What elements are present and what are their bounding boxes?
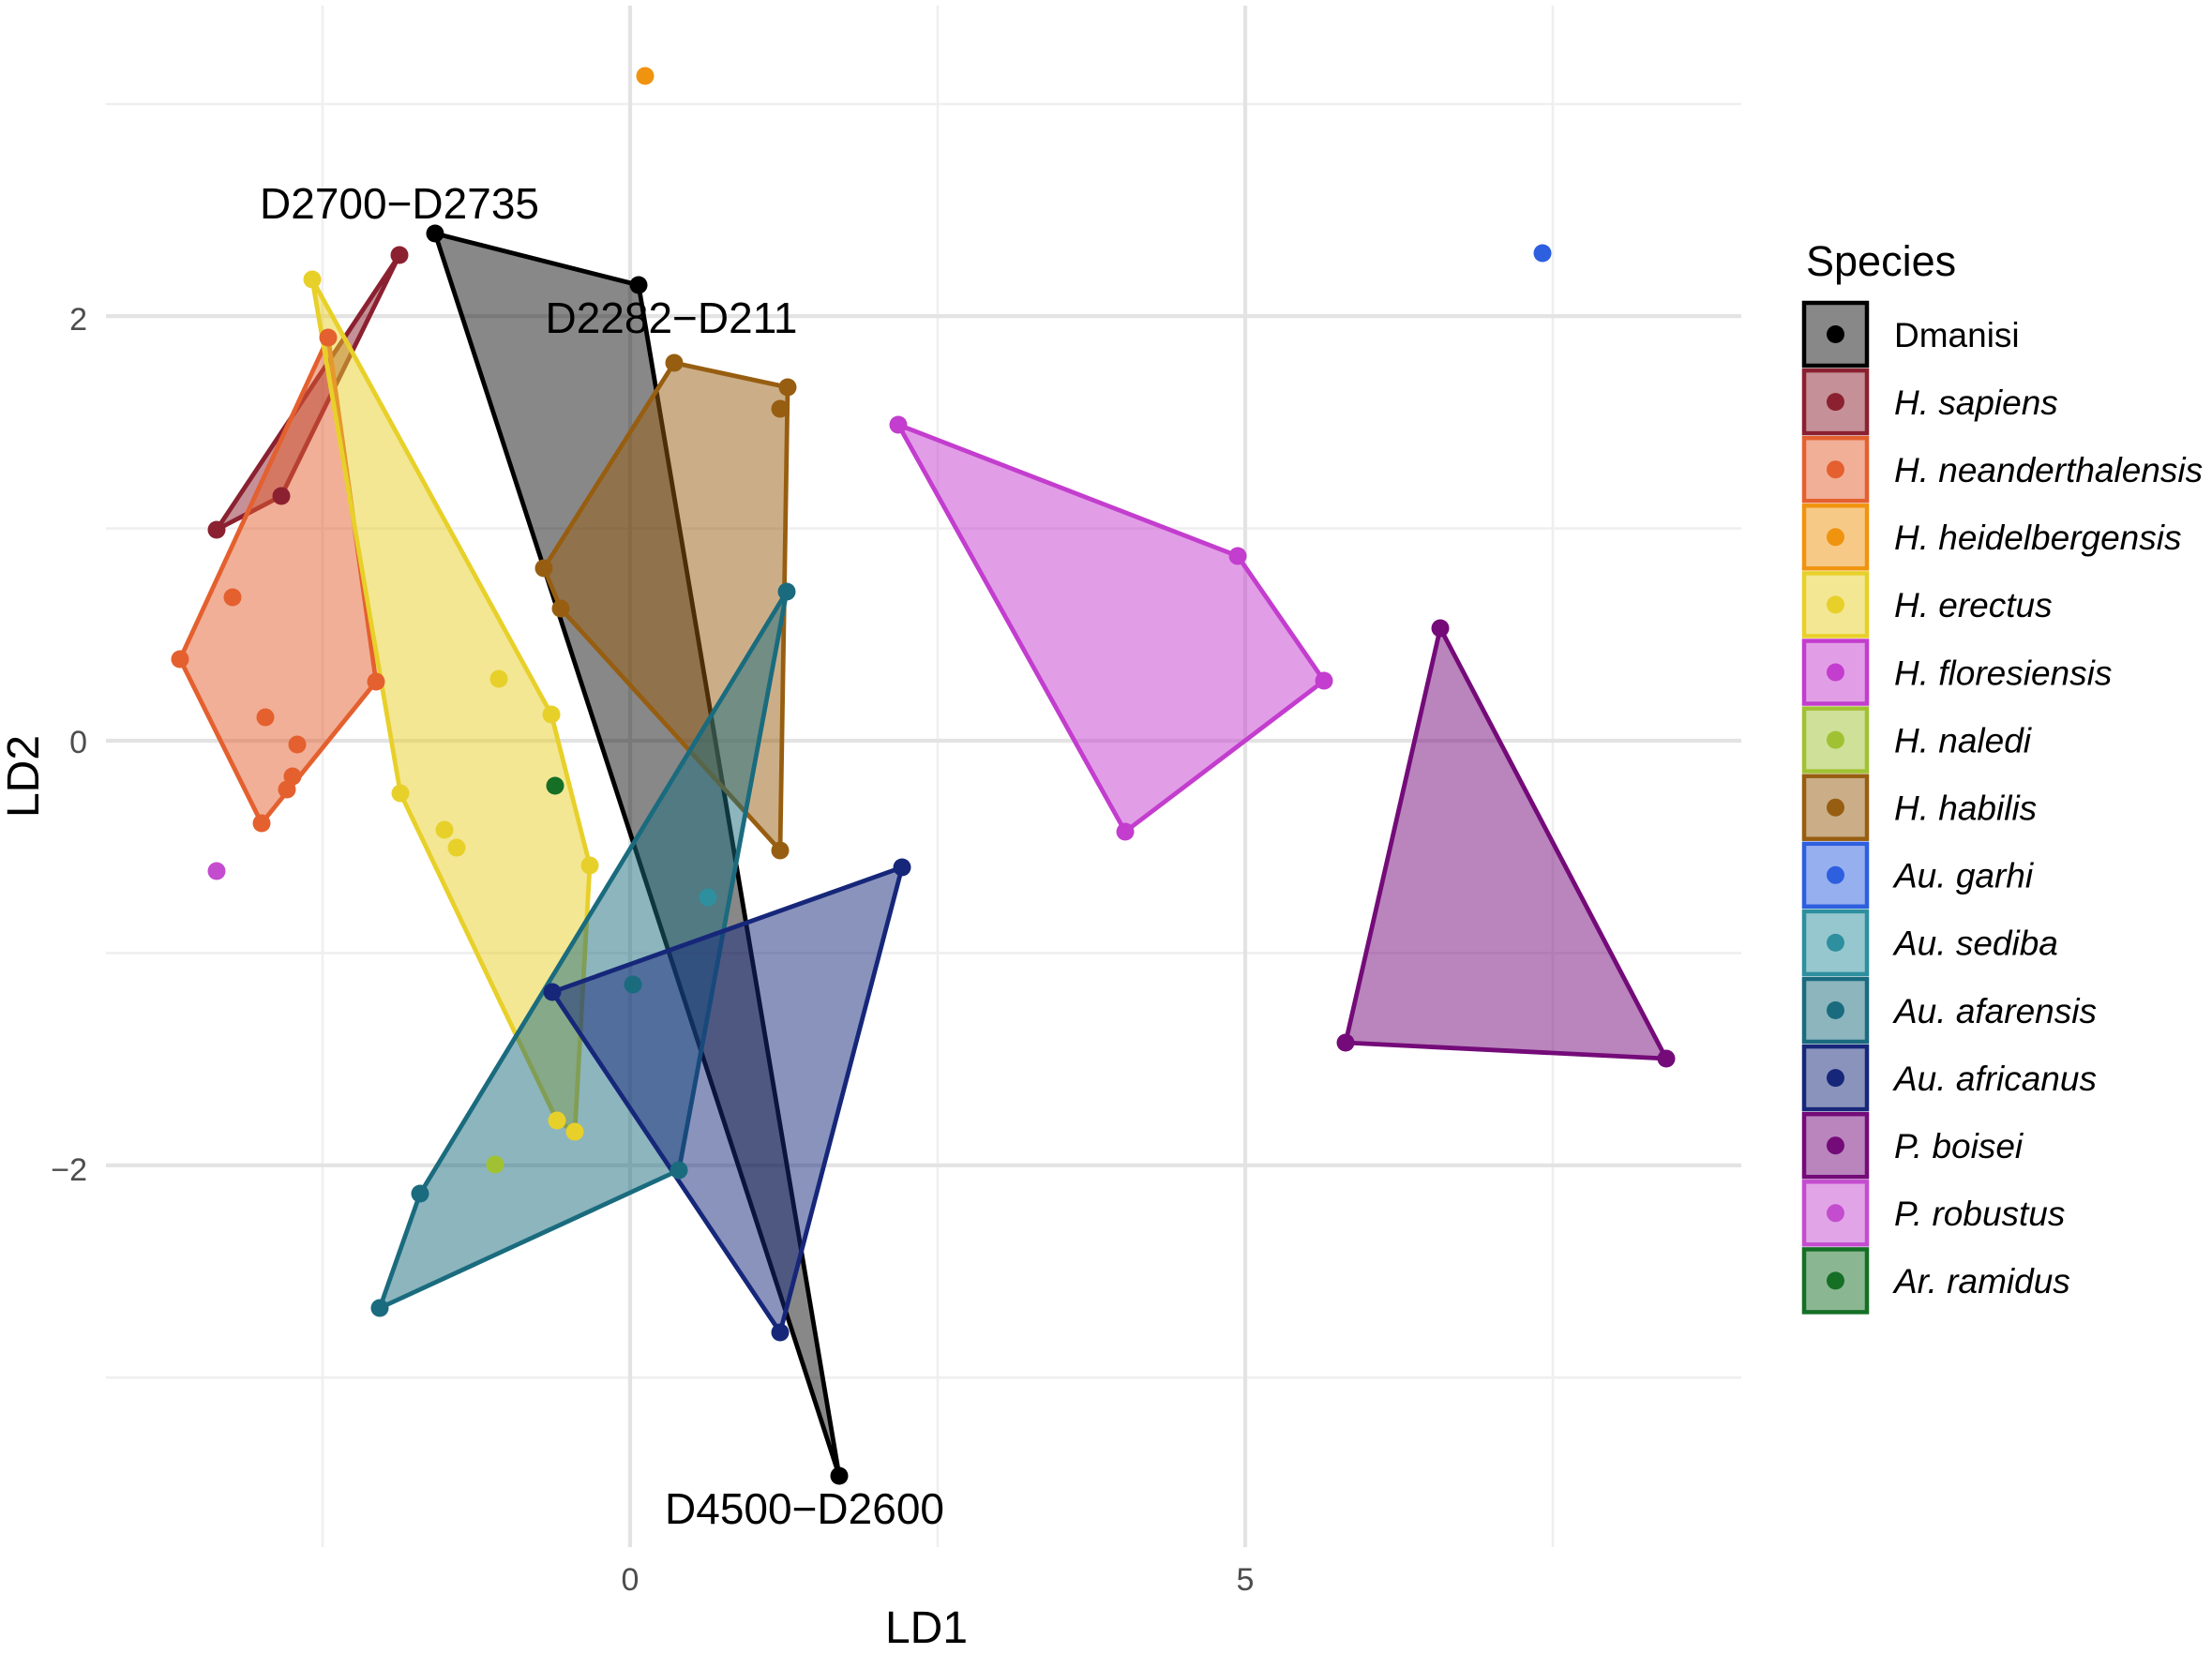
svg-text:0: 0 bbox=[69, 725, 87, 760]
svg-text:Ar. ramidus: Ar. ramidus bbox=[1892, 1262, 2070, 1301]
svg-text:Au. africanus: Au. africanus bbox=[1892, 1060, 2097, 1098]
svg-text:−2: −2 bbox=[51, 1152, 87, 1188]
svg-text:P. robustus: P. robustus bbox=[1894, 1195, 2065, 1233]
svg-text:LD2: LD2 bbox=[0, 735, 49, 818]
svg-text:H. sapiens: H. sapiens bbox=[1894, 383, 2058, 422]
svg-text:0: 0 bbox=[622, 1562, 640, 1598]
svg-text:H. habilis: H. habilis bbox=[1894, 789, 2037, 828]
svg-text:H. naledi: H. naledi bbox=[1894, 721, 2033, 759]
svg-text:Au. sediba: Au. sediba bbox=[1892, 925, 2058, 963]
svg-text:D2700−D2735: D2700−D2735 bbox=[260, 179, 539, 228]
svg-text:Au. afarensis: Au. afarensis bbox=[1892, 992, 2097, 1030]
svg-text:5: 5 bbox=[1237, 1562, 1255, 1598]
svg-text:Dmanisi: Dmanisi bbox=[1894, 316, 2020, 354]
svg-text:H. erectus: H. erectus bbox=[1894, 586, 2053, 624]
svg-text:D2282−D211: D2282−D211 bbox=[546, 293, 798, 342]
svg-text:2: 2 bbox=[69, 302, 87, 338]
svg-text:H. neanderthalensis: H. neanderthalensis bbox=[1894, 451, 2203, 489]
svg-text:Au. garhi: Au. garhi bbox=[1892, 857, 2035, 895]
svg-text:H. floresiensis: H. floresiensis bbox=[1894, 654, 2112, 692]
svg-text:D4500−D2600: D4500−D2600 bbox=[665, 1484, 944, 1533]
svg-text:Species: Species bbox=[1806, 237, 1956, 285]
svg-text:P. boisei: P. boisei bbox=[1894, 1127, 2024, 1165]
svg-text:LD1: LD1 bbox=[885, 1603, 968, 1649]
svg-text:H. heidelbergensis: H. heidelbergensis bbox=[1894, 519, 2181, 557]
